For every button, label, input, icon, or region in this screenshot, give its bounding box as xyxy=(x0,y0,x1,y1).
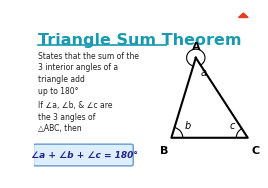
Text: a: a xyxy=(200,68,206,78)
Text: If ∠a, ∠b, & ∠c are
the 3 angles of
△ABC, then: If ∠a, ∠b, & ∠c are the 3 angles of △ABC… xyxy=(38,101,112,133)
Text: ∠a + ∠b + ∠c = 180°: ∠a + ∠b + ∠c = 180° xyxy=(31,151,138,159)
Text: b: b xyxy=(185,121,191,131)
Text: MONKS: MONKS xyxy=(228,24,249,29)
Text: C: C xyxy=(251,146,259,156)
Text: MATH: MATH xyxy=(228,9,249,14)
Text: Triangle Sum Theorem: Triangle Sum Theorem xyxy=(38,33,241,48)
Text: B: B xyxy=(159,146,168,156)
FancyBboxPatch shape xyxy=(34,144,133,166)
Text: c: c xyxy=(230,121,235,131)
Polygon shape xyxy=(239,13,248,17)
Text: States that the sum of the
3 interior angles of a
triangle add
up to 180°: States that the sum of the 3 interior an… xyxy=(38,52,139,96)
Text: A: A xyxy=(192,42,200,52)
